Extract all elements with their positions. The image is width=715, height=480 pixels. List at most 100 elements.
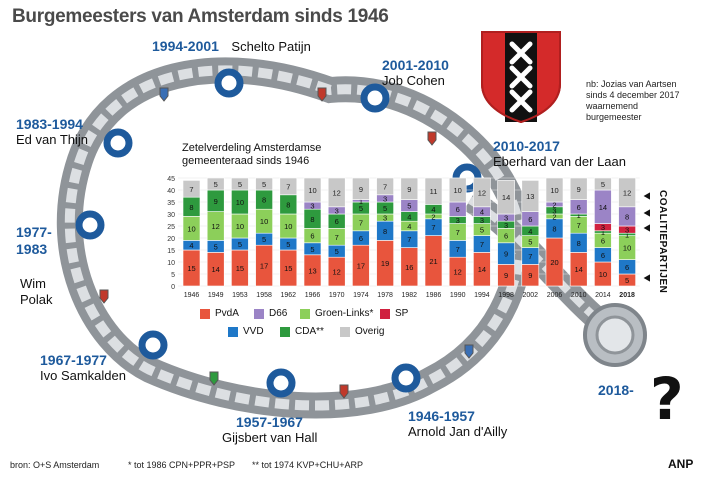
data-label: 2 (552, 212, 556, 221)
data-label: 9 (577, 185, 581, 194)
mayor-years: 1957-1967 (236, 414, 303, 430)
data-label: 6 (625, 263, 629, 272)
data-label: 3 (601, 223, 605, 232)
data-label: 6 (456, 205, 460, 214)
data-label: 10 (550, 186, 558, 195)
data-label: 3 (456, 216, 460, 225)
bar-segment (473, 177, 491, 208)
data-label: 7 (407, 235, 411, 244)
data-label: 10 (236, 198, 244, 207)
data-label: 16 (405, 263, 413, 272)
data-label: 14 (212, 265, 220, 274)
bar-segment (327, 177, 346, 208)
data-label: 5 (335, 247, 339, 256)
bar-segment (545, 177, 564, 203)
legend-swatch (200, 308, 210, 319)
data-label: 7 (431, 223, 435, 232)
data-label: 10 (260, 217, 268, 226)
mayor-years: 1967-1977 (40, 352, 107, 368)
data-label: 5 (407, 202, 411, 211)
legend-swatch (340, 326, 350, 337)
x-tick-label: 1966 (305, 292, 321, 299)
data-label: 6 (601, 251, 605, 260)
legend-swatch (228, 326, 238, 337)
data-label: 5 (625, 276, 629, 285)
medallion-samkalden (138, 330, 168, 360)
data-label: 19 (381, 259, 389, 268)
y-tick-label: 0 (171, 284, 175, 291)
coalition-label: COALITIEPARTIJEN (657, 190, 668, 294)
data-label: 7 (528, 252, 532, 261)
data-label: 5 (310, 245, 314, 254)
data-label: 10 (308, 186, 316, 195)
shield-green-1 (209, 371, 219, 386)
legend-swatch (254, 308, 264, 319)
bar-segment (497, 180, 515, 215)
data-label: 12 (212, 222, 220, 231)
medallion-patijn (214, 68, 244, 98)
legend-item-vvd: VVD (228, 326, 264, 337)
data-label: 4 (189, 241, 193, 250)
mayor-years: 2001-2010 (382, 57, 449, 73)
legend-swatch (300, 308, 310, 319)
data-label: 5 (238, 180, 242, 189)
data-label: 12 (478, 188, 486, 197)
data-label: 17 (357, 262, 365, 271)
mayor-years: 1946-1957 (408, 408, 475, 424)
data-label: 10 (284, 222, 292, 231)
y-tick-label: 20 (167, 236, 175, 243)
mayor-years: 1977- 1983 (16, 224, 52, 257)
x-tick-label: 1949 (208, 292, 224, 299)
data-label: 5 (359, 204, 363, 213)
pendant-medallion-inner (595, 315, 635, 355)
data-label: 7 (480, 240, 484, 249)
data-label: 9 (504, 250, 508, 259)
data-label: 9 (504, 271, 508, 280)
x-tick-label: 2014 (595, 292, 611, 299)
data-label: 5 (214, 180, 218, 189)
chart-title: Zetelverdeling Amsterdamse gemeenteraad … (182, 142, 322, 167)
data-label: 6 (359, 234, 363, 243)
mayor-years: 2018- (598, 382, 634, 398)
mayor-name: Job Cohen (382, 73, 445, 88)
data-label: 8 (625, 212, 629, 221)
mayor-name: Ed van Thijn (16, 132, 89, 147)
legend-item-cda: CDA** (280, 326, 324, 337)
mayor-label-van-hall: 1957-1967 Gijsbert van Hall (222, 414, 317, 445)
shield-blue-2 (99, 289, 109, 304)
data-label: 4 (528, 227, 532, 236)
bar-segment (182, 180, 201, 198)
y-tick-label: 45 (167, 176, 175, 183)
bar-segment (618, 177, 636, 208)
data-label: 7 (359, 218, 363, 227)
question-mark: ? (650, 365, 684, 433)
mayor-name: Arnold Jan d'Ailly (408, 424, 508, 439)
mayor-label-polak: 1977- 1983 Wim Polak (16, 206, 53, 326)
mayor-label-dailly: 1946-1957 Arnold Jan d'Ailly (408, 408, 507, 439)
data-label: 5 (286, 240, 290, 249)
data-label: 14 (502, 193, 510, 202)
data-label: 6 (504, 232, 508, 241)
bar-segment (424, 177, 443, 205)
mayor-name: Wim Polak (20, 276, 53, 307)
x-tick-label: 1986 (426, 292, 442, 299)
acting-mayor-note: nb: Jozias van Aartsen sinds 4 december … (586, 79, 680, 122)
data-label: 10 (236, 222, 244, 231)
data-label: 8 (383, 227, 387, 236)
legend-label: CDA** (295, 326, 324, 337)
amsterdam-coat-of-arms (481, 31, 561, 124)
data-label: 1 (577, 211, 581, 220)
data-label: 6 (310, 232, 314, 241)
x-tick-label: 1990 (450, 292, 466, 299)
shield-red-1 (317, 87, 327, 102)
medallion-dailly (391, 363, 421, 393)
data-label: 10 (454, 186, 462, 195)
data-label: 6 (577, 203, 581, 212)
bar-segment (231, 177, 249, 191)
data-label: 3 (310, 202, 314, 211)
data-label: 17 (260, 262, 268, 271)
x-tick-label: 1953 (232, 292, 248, 299)
medallion-cohen (360, 83, 390, 113)
y-tick-label: 35 (167, 200, 175, 207)
shield-blue-3 (464, 344, 474, 359)
